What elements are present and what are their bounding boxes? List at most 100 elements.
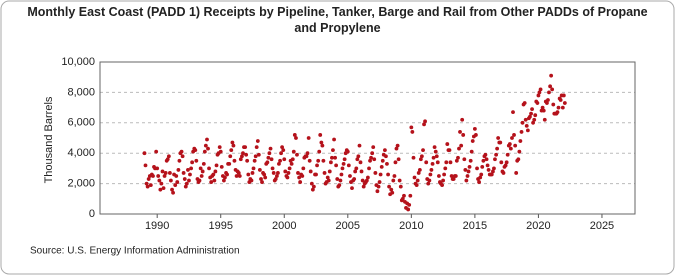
point (348, 174, 352, 178)
point (290, 157, 295, 162)
point (398, 184, 403, 189)
point (395, 143, 400, 148)
point (451, 177, 456, 181)
x-tick-label: 2020 (526, 220, 550, 232)
plot-area (99, 61, 636, 215)
point (548, 84, 553, 89)
point (326, 178, 331, 183)
point (389, 187, 394, 192)
point (532, 117, 537, 122)
point (225, 172, 229, 177)
point (508, 146, 513, 151)
point (545, 101, 549, 105)
point (528, 114, 532, 119)
point (341, 161, 346, 166)
point (243, 145, 248, 150)
point (318, 133, 323, 137)
point (277, 161, 281, 166)
point (157, 178, 162, 183)
point (271, 171, 276, 175)
point (234, 174, 239, 178)
point (411, 155, 416, 160)
point (426, 181, 431, 186)
point (431, 155, 436, 160)
point (190, 160, 195, 165)
y-tick-label: 0 (89, 208, 95, 220)
point (489, 172, 494, 177)
point (227, 161, 232, 166)
point (151, 174, 155, 178)
point (254, 145, 259, 150)
x-tick-label: 2010 (399, 220, 423, 232)
point (232, 158, 237, 163)
point (238, 157, 243, 162)
point (505, 152, 510, 157)
point (419, 154, 424, 159)
point (296, 171, 300, 175)
point (434, 154, 439, 159)
point (387, 184, 392, 189)
point (218, 149, 223, 154)
point (463, 168, 468, 172)
point (263, 175, 268, 180)
x-tick-label: 2005 (336, 220, 360, 232)
point (523, 117, 528, 122)
point (167, 171, 172, 175)
point (332, 137, 336, 142)
point (392, 174, 397, 178)
point (460, 117, 465, 122)
point (298, 180, 303, 184)
point (229, 148, 234, 153)
point (240, 154, 244, 159)
point (256, 152, 261, 157)
point (470, 139, 475, 143)
point (154, 149, 159, 154)
point (556, 105, 561, 110)
point (494, 152, 499, 157)
point (183, 184, 188, 189)
point (176, 168, 181, 172)
point (507, 142, 512, 146)
point (383, 148, 387, 153)
point (297, 175, 302, 180)
point (449, 174, 454, 178)
point (289, 161, 294, 166)
point (530, 107, 534, 112)
point (179, 149, 184, 154)
point (550, 87, 555, 92)
point (535, 101, 540, 105)
y-axis-label: Thousand Barrels (43, 96, 55, 183)
point (165, 157, 170, 162)
point (250, 171, 255, 175)
point (519, 130, 524, 134)
point (278, 158, 282, 163)
point (522, 101, 527, 105)
point (260, 180, 264, 184)
point (143, 163, 148, 168)
point (255, 139, 260, 143)
point (280, 145, 285, 150)
point (510, 136, 514, 140)
point (217, 145, 222, 150)
point (357, 143, 362, 148)
point (252, 158, 257, 163)
x-tick-label: 1990 (145, 220, 169, 232)
point (219, 164, 224, 169)
point (421, 148, 425, 153)
point (307, 158, 312, 163)
point (428, 172, 433, 177)
point (371, 145, 376, 150)
point (408, 193, 413, 198)
point (504, 160, 509, 165)
point (542, 117, 547, 122)
point (358, 160, 363, 165)
point (400, 196, 405, 201)
y-tick-label: 2,000 (67, 178, 95, 190)
point (517, 149, 522, 154)
y-tick-label: 4,000 (67, 147, 95, 159)
point (558, 98, 563, 102)
point (145, 184, 150, 189)
point (546, 98, 550, 102)
point (315, 163, 319, 168)
point (245, 158, 250, 163)
